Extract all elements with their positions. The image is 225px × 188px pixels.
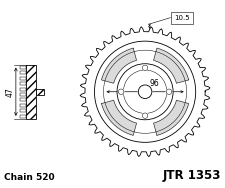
Bar (20, 93, 26, 96)
Polygon shape (153, 100, 188, 135)
Bar (20, 88, 26, 90)
Bar (36, 89, 43, 95)
Bar (26, 65, 36, 119)
Bar (20, 82, 26, 85)
Text: JTR 1353: JTR 1353 (162, 169, 220, 182)
Circle shape (142, 65, 147, 70)
Bar (20, 115, 26, 118)
Circle shape (85, 32, 204, 152)
Text: 96: 96 (148, 79, 158, 88)
Polygon shape (101, 100, 136, 135)
Bar (20, 98, 26, 101)
Bar (20, 104, 26, 107)
Text: 10.5: 10.5 (173, 15, 189, 21)
Bar (20, 71, 26, 74)
Text: Chain 520: Chain 520 (4, 173, 54, 182)
FancyBboxPatch shape (171, 12, 192, 24)
Bar (20, 66, 26, 69)
Text: 47: 47 (6, 87, 15, 97)
Bar (20, 109, 26, 112)
Circle shape (142, 113, 147, 118)
Circle shape (138, 85, 151, 99)
Bar (26, 65, 36, 119)
Polygon shape (101, 48, 136, 83)
Circle shape (118, 89, 123, 94)
Bar (20, 77, 26, 80)
Polygon shape (153, 48, 188, 83)
Text: 10.5: 10.5 (173, 15, 189, 21)
Bar (36, 89, 43, 95)
Circle shape (166, 89, 171, 94)
Polygon shape (80, 27, 209, 157)
